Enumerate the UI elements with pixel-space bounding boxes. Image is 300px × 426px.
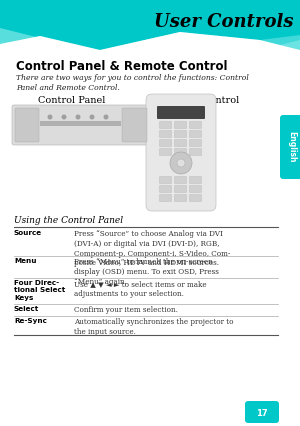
Text: Automatically synchronizes the projector to
the input source.: Automatically synchronizes the projector… (74, 318, 233, 336)
FancyBboxPatch shape (190, 121, 202, 129)
FancyBboxPatch shape (175, 139, 187, 147)
FancyBboxPatch shape (175, 130, 187, 138)
Text: There are two ways for you to control the functions: Control
Panel and Remote Co: There are two ways for you to control th… (16, 74, 249, 92)
FancyBboxPatch shape (160, 130, 172, 138)
Text: 17: 17 (256, 409, 268, 417)
FancyBboxPatch shape (122, 108, 147, 142)
Circle shape (47, 115, 52, 120)
FancyBboxPatch shape (190, 149, 202, 155)
Circle shape (170, 152, 192, 174)
FancyBboxPatch shape (190, 176, 202, 184)
FancyBboxPatch shape (157, 106, 205, 119)
Circle shape (89, 115, 94, 120)
Text: Use ▲ ▼ ◄ ► to select items or make
adjustments to your selection.: Use ▲ ▼ ◄ ► to select items or make adju… (74, 280, 207, 298)
FancyBboxPatch shape (160, 139, 172, 147)
Text: Using the Control Panel: Using the Control Panel (14, 216, 123, 225)
Text: Source: Source (14, 230, 42, 236)
Text: Press “Menu” to launch the on-screen
display (OSD) menu. To exit OSD, Press
“Men: Press “Menu” to launch the on-screen dis… (74, 258, 219, 285)
Text: Select: Select (14, 306, 39, 312)
FancyBboxPatch shape (160, 195, 172, 201)
FancyBboxPatch shape (280, 115, 300, 179)
Polygon shape (0, 28, 300, 65)
FancyBboxPatch shape (175, 149, 187, 155)
FancyBboxPatch shape (160, 176, 172, 184)
Text: Remote Control: Remote Control (161, 96, 239, 105)
Text: Four Direc-
tional Select
Keys: Four Direc- tional Select Keys (14, 280, 65, 301)
FancyBboxPatch shape (175, 195, 187, 201)
FancyBboxPatch shape (160, 121, 172, 129)
Text: Menu: Menu (14, 258, 37, 264)
Text: User Controls: User Controls (154, 13, 293, 31)
Polygon shape (0, 32, 300, 60)
FancyBboxPatch shape (175, 176, 187, 184)
FancyBboxPatch shape (190, 195, 202, 201)
FancyBboxPatch shape (160, 149, 172, 155)
FancyBboxPatch shape (190, 139, 202, 147)
FancyBboxPatch shape (190, 185, 202, 193)
Bar (0, 0, 300, 50)
FancyBboxPatch shape (245, 401, 279, 423)
Text: Control Panel: Control Panel (38, 96, 106, 105)
FancyBboxPatch shape (175, 185, 187, 193)
Circle shape (103, 115, 109, 120)
FancyBboxPatch shape (190, 130, 202, 138)
Polygon shape (0, 32, 300, 426)
Circle shape (177, 159, 185, 167)
Text: Press “Source” to choose Analog via DVI
(DVI-A) or digital via DVI (DVI-D), RGB,: Press “Source” to choose Analog via DVI … (74, 230, 230, 268)
FancyBboxPatch shape (160, 185, 172, 193)
Text: English: English (287, 131, 296, 163)
Circle shape (76, 115, 80, 120)
FancyBboxPatch shape (175, 121, 187, 129)
FancyBboxPatch shape (146, 94, 216, 211)
Text: Control Panel & Remote Control: Control Panel & Remote Control (16, 60, 227, 73)
Text: Confirm your item selection.: Confirm your item selection. (74, 306, 178, 314)
Circle shape (61, 115, 67, 120)
Text: Re-Sync: Re-Sync (14, 318, 47, 324)
FancyBboxPatch shape (15, 108, 39, 142)
FancyBboxPatch shape (12, 105, 151, 145)
Bar (40, 121, 121, 126)
